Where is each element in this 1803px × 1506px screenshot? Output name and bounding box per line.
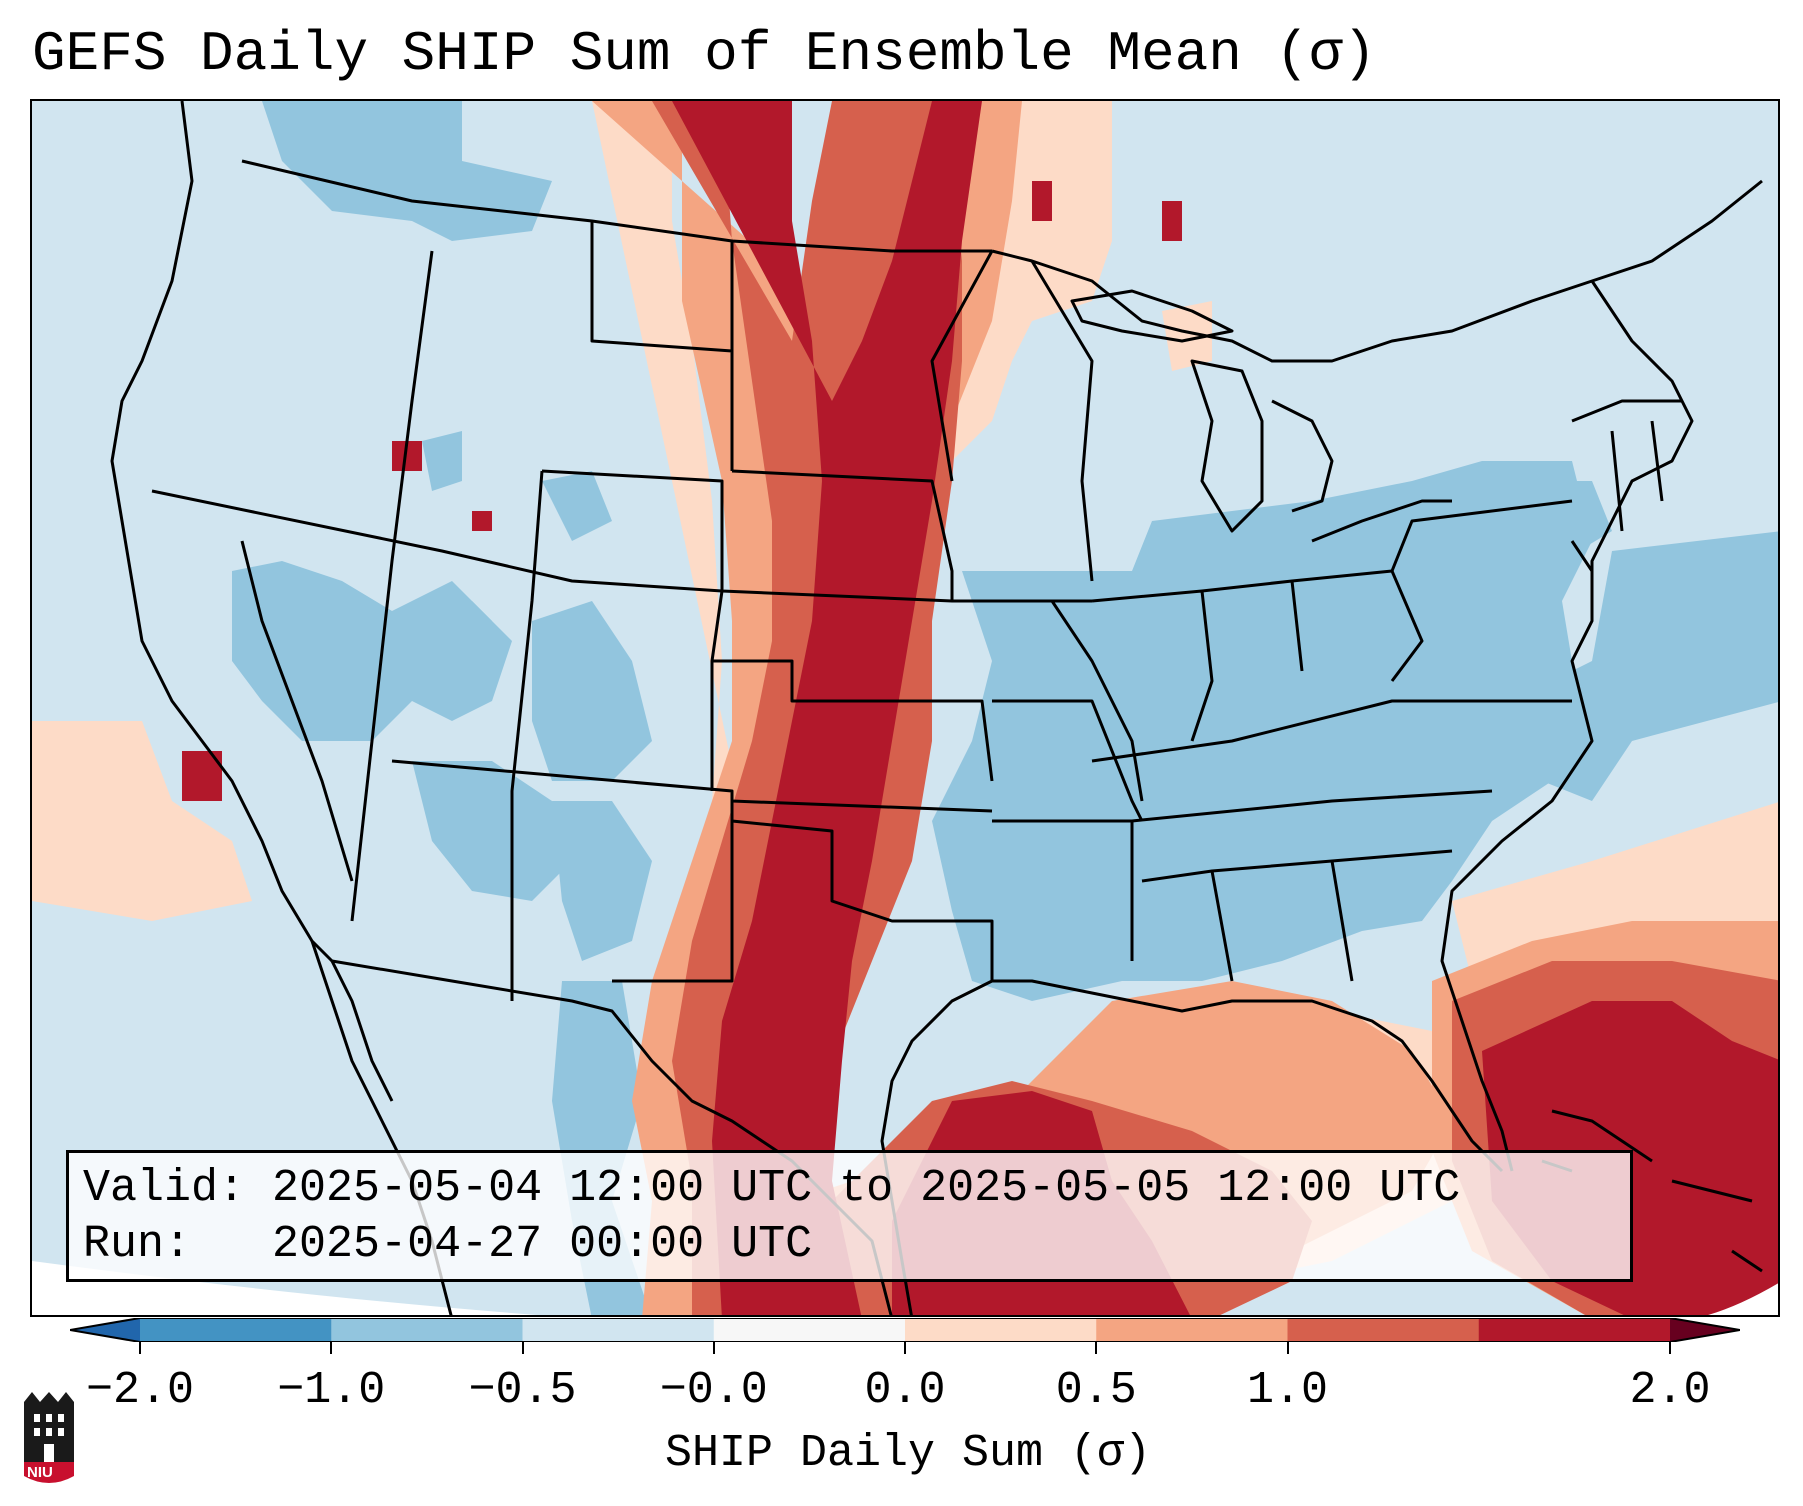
- colorbar-tick-label: 0.5: [1055, 1365, 1137, 1416]
- colorbar-segment: [1478, 1318, 1671, 1342]
- colorbar-tick-label: 0.0: [864, 1365, 946, 1416]
- colorbar-tick-mark: [712, 1342, 715, 1354]
- ship-field-eastern-blue: [932, 461, 1592, 1001]
- colorbar: [70, 1318, 1740, 1342]
- colorbar-segment: [522, 1318, 715, 1342]
- colorbar-segment: [1096, 1318, 1288, 1342]
- colorbar-tick-mark: [330, 1342, 333, 1354]
- colorbar-under-extension: [70, 1318, 140, 1342]
- colorbar-segment: [1287, 1318, 1480, 1342]
- colorbar-segment: [331, 1318, 523, 1342]
- colorbar-tick-mark: [1669, 1342, 1671, 1354]
- domain-edge-left: [32, 1261, 538, 1315]
- logo-text: NIU: [27, 1464, 53, 1481]
- valid-label: Valid:: [83, 1163, 246, 1214]
- colorbar-label: SHIP Daily Sum (σ): [664, 1428, 1152, 1479]
- run-label: Run:: [83, 1219, 192, 1270]
- colorbar-segment: [713, 1318, 906, 1342]
- colorbar-tick-label: −2.0: [85, 1365, 195, 1416]
- chart-title: GEFS Daily SHIP Sum of Ensemble Mean (σ): [32, 22, 1377, 86]
- colorbar-tick-mark: [1286, 1342, 1289, 1354]
- colorbar-tick-mark: [139, 1342, 141, 1354]
- map-canvas: [32, 101, 1778, 1315]
- valid-line: Valid: 2025-05-04 12:00 UTC to 2025-05-0…: [83, 1161, 1616, 1217]
- map-frame: [30, 99, 1780, 1317]
- colorbar-tick-label: 2.0: [1629, 1365, 1711, 1416]
- run-time: 2025-04-27 00:00 UTC: [272, 1219, 813, 1270]
- run-line: Run: 2025-04-27 00:00 UTC: [83, 1217, 1616, 1273]
- colorbar-tick-label: −0.0: [659, 1365, 768, 1416]
- colorbar-segment: [140, 1318, 332, 1342]
- colorbar-tick-mark: [1095, 1342, 1098, 1354]
- valid-time-range: 2025-05-04 12:00 UTC to 2025-05-05 12:00…: [272, 1163, 1461, 1214]
- colorbar-tick-mark: [904, 1342, 906, 1354]
- colorbar-tick-label: −1.0: [277, 1365, 386, 1416]
- colorbar-segment: [905, 1318, 1097, 1342]
- colorbar-over-extension: [1670, 1318, 1740, 1342]
- colorbar-tick-label: 1.0: [1246, 1365, 1329, 1416]
- valid-run-info-box: Valid: 2025-05-04 12:00 UTC to 2025-05-0…: [66, 1150, 1633, 1282]
- colorbar-tick-label: −0.5: [468, 1365, 577, 1416]
- niu-castle-logo-icon: [24, 1392, 74, 1483]
- domain-edge-right: [1708, 1283, 1778, 1315]
- colorbar-tick-mark: [521, 1342, 524, 1354]
